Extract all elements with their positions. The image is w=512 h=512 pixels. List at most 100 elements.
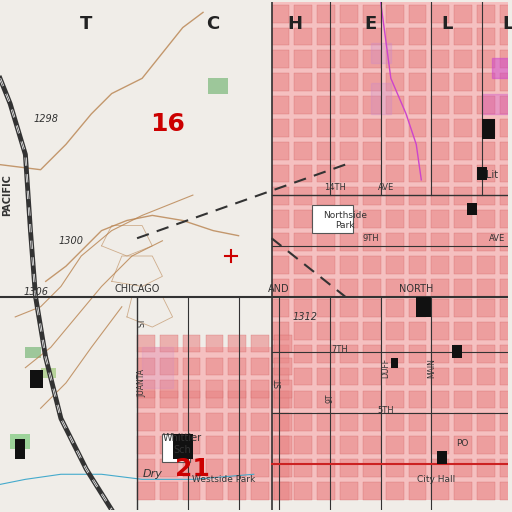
Bar (500, 391, 512, 408)
Bar (317, 322, 335, 340)
Bar (340, 210, 358, 228)
Bar (271, 96, 289, 114)
Bar (500, 96, 512, 114)
Bar (409, 322, 426, 340)
Bar (206, 436, 223, 454)
Bar (482, 94, 507, 114)
Bar (294, 142, 312, 160)
Bar (477, 436, 495, 454)
Bar (386, 368, 403, 386)
Bar (294, 119, 312, 137)
Bar (274, 391, 292, 408)
Bar (271, 210, 289, 228)
Bar (363, 119, 381, 137)
Bar (432, 322, 449, 340)
Bar (409, 391, 426, 408)
Bar (454, 279, 472, 296)
Bar (386, 299, 403, 317)
Bar (454, 459, 472, 477)
Bar (317, 5, 335, 23)
Text: L: L (502, 15, 512, 33)
Bar (271, 5, 289, 23)
Bar (173, 434, 193, 459)
Bar (500, 73, 512, 91)
Bar (271, 50, 289, 68)
Bar (10, 434, 30, 449)
Text: T: T (80, 15, 93, 33)
Text: 1312: 1312 (292, 312, 317, 322)
Bar (137, 380, 155, 398)
Bar (477, 73, 495, 91)
Bar (386, 50, 403, 68)
Bar (477, 345, 495, 362)
Bar (409, 28, 426, 46)
Bar (409, 96, 426, 114)
Bar (142, 347, 173, 388)
Bar (228, 459, 246, 477)
Bar (409, 413, 426, 431)
Bar (340, 436, 358, 454)
Bar (432, 391, 449, 408)
Bar (477, 299, 495, 317)
Bar (409, 279, 426, 296)
Bar (467, 203, 477, 216)
Bar (477, 119, 495, 137)
Bar (454, 233, 472, 251)
Bar (340, 5, 358, 23)
Bar (409, 210, 426, 228)
Text: E: E (365, 15, 377, 33)
Bar (228, 380, 246, 398)
Bar (271, 73, 289, 91)
Bar (340, 459, 358, 477)
Text: City Hall: City Hall (417, 475, 456, 484)
Bar (317, 391, 335, 408)
Bar (363, 165, 381, 182)
Bar (340, 28, 358, 46)
Text: AND: AND (268, 284, 290, 294)
Bar (183, 482, 201, 500)
Bar (294, 391, 312, 408)
Bar (317, 187, 335, 205)
Bar (183, 357, 201, 375)
Bar (317, 459, 335, 477)
Bar (271, 459, 289, 477)
Bar (363, 187, 381, 205)
Bar (251, 459, 269, 477)
Bar (340, 279, 358, 296)
Bar (500, 210, 512, 228)
Bar (183, 380, 201, 398)
Bar (271, 296, 507, 500)
Bar (228, 482, 246, 500)
Bar (340, 142, 358, 160)
Bar (340, 322, 358, 340)
Text: JUANTA: JUANTA (138, 369, 146, 397)
Bar (363, 28, 381, 46)
Bar (137, 398, 274, 500)
Bar (477, 256, 495, 274)
Bar (317, 142, 335, 160)
Bar (500, 233, 512, 251)
Bar (432, 165, 449, 182)
Bar (386, 482, 403, 500)
Bar (340, 368, 358, 386)
Text: AVE: AVE (378, 183, 394, 192)
Bar (271, 28, 289, 46)
Bar (294, 256, 312, 274)
Bar (294, 50, 312, 68)
Bar (432, 210, 449, 228)
Bar (160, 413, 178, 431)
Bar (363, 299, 381, 317)
Bar (340, 50, 358, 68)
Bar (363, 142, 381, 160)
Bar (386, 210, 403, 228)
Bar (477, 142, 495, 160)
Bar (500, 187, 512, 205)
Bar (317, 299, 335, 317)
Bar (160, 357, 178, 375)
Bar (137, 391, 155, 408)
Bar (409, 368, 426, 386)
Text: 1298: 1298 (33, 114, 58, 124)
Bar (432, 187, 449, 205)
Bar (454, 322, 472, 340)
Bar (432, 5, 449, 23)
